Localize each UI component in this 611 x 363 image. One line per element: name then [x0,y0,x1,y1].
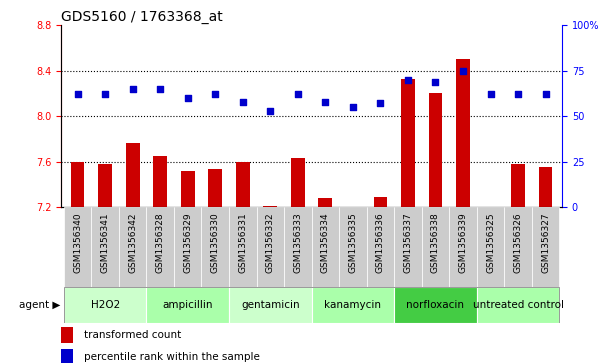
Point [210,91,220,97]
Text: untreated control: untreated control [472,300,563,310]
Text: GSM1356332: GSM1356332 [266,212,275,273]
Bar [312,207,339,287]
Bar [208,170,222,207]
Text: GSM1356334: GSM1356334 [321,212,330,273]
Point [403,77,413,83]
Bar [229,207,257,287]
Text: gentamicin: gentamicin [241,300,299,310]
Text: ampicillin: ampicillin [163,300,213,310]
Text: norfloxacin: norfloxacin [406,300,464,310]
Bar [532,207,559,287]
Text: GSM1356331: GSM1356331 [238,212,247,273]
Text: GSM1356337: GSM1356337 [403,212,412,273]
Bar [401,79,415,207]
Text: GSM1356336: GSM1356336 [376,212,385,273]
Bar [236,162,250,207]
Bar [477,207,504,287]
Bar [428,94,442,207]
Point [238,99,247,105]
Point [265,108,275,114]
Point [100,91,110,97]
Bar [339,207,367,287]
Point [128,86,137,92]
Bar [284,207,312,287]
Text: percentile rank within the sample: percentile rank within the sample [84,352,260,362]
Bar [394,287,477,323]
Point [431,79,441,85]
Point [155,86,165,92]
Bar [202,207,229,287]
Bar [263,206,277,207]
Bar [71,162,84,207]
Text: GSM1356340: GSM1356340 [73,212,82,273]
Text: GSM1356341: GSM1356341 [101,212,109,273]
Text: GDS5160 / 1763368_at: GDS5160 / 1763368_at [61,11,223,24]
Point [376,101,386,106]
Point [348,104,358,110]
Bar [484,207,497,208]
Bar [394,207,422,287]
Bar [449,207,477,287]
Bar [61,327,73,343]
Text: GSM1356335: GSM1356335 [348,212,357,273]
Point [183,95,192,101]
Bar [511,164,525,207]
Point [458,68,468,74]
Bar [257,207,284,287]
Text: GSM1356342: GSM1356342 [128,213,137,273]
Bar [92,207,119,287]
Bar [367,207,394,287]
Bar [539,167,552,207]
Bar [61,349,73,363]
Bar [64,287,147,323]
Point [293,91,302,97]
Point [486,91,496,97]
Point [513,91,523,97]
Bar [477,287,559,323]
Bar [147,207,174,287]
Bar [312,287,394,323]
Bar [147,287,229,323]
Text: GSM1356326: GSM1356326 [514,212,522,273]
Text: GSM1356329: GSM1356329 [183,212,192,273]
Bar [119,207,147,287]
Text: GSM1356333: GSM1356333 [293,212,302,273]
Text: transformed count: transformed count [84,330,181,340]
Text: GSM1356339: GSM1356339 [458,212,467,273]
Text: kanamycin: kanamycin [324,300,381,310]
Bar [504,207,532,287]
Bar [318,198,332,207]
Bar [373,197,387,207]
Text: GSM1356330: GSM1356330 [211,212,220,273]
Point [321,99,331,105]
Bar [456,60,470,207]
Bar [64,207,92,287]
Bar [229,287,312,323]
Bar [181,171,195,207]
Text: GSM1356338: GSM1356338 [431,212,440,273]
Point [541,91,551,97]
Bar [174,207,202,287]
Text: GSM1356325: GSM1356325 [486,212,495,273]
Bar [98,164,112,207]
Text: GSM1356328: GSM1356328 [156,212,165,273]
Point [73,91,82,97]
Text: GSM1356327: GSM1356327 [541,212,550,273]
Bar [153,156,167,207]
Text: H2O2: H2O2 [90,300,120,310]
Bar [126,143,139,207]
Text: agent ▶: agent ▶ [19,300,60,310]
Bar [291,158,305,207]
Bar [422,207,449,287]
